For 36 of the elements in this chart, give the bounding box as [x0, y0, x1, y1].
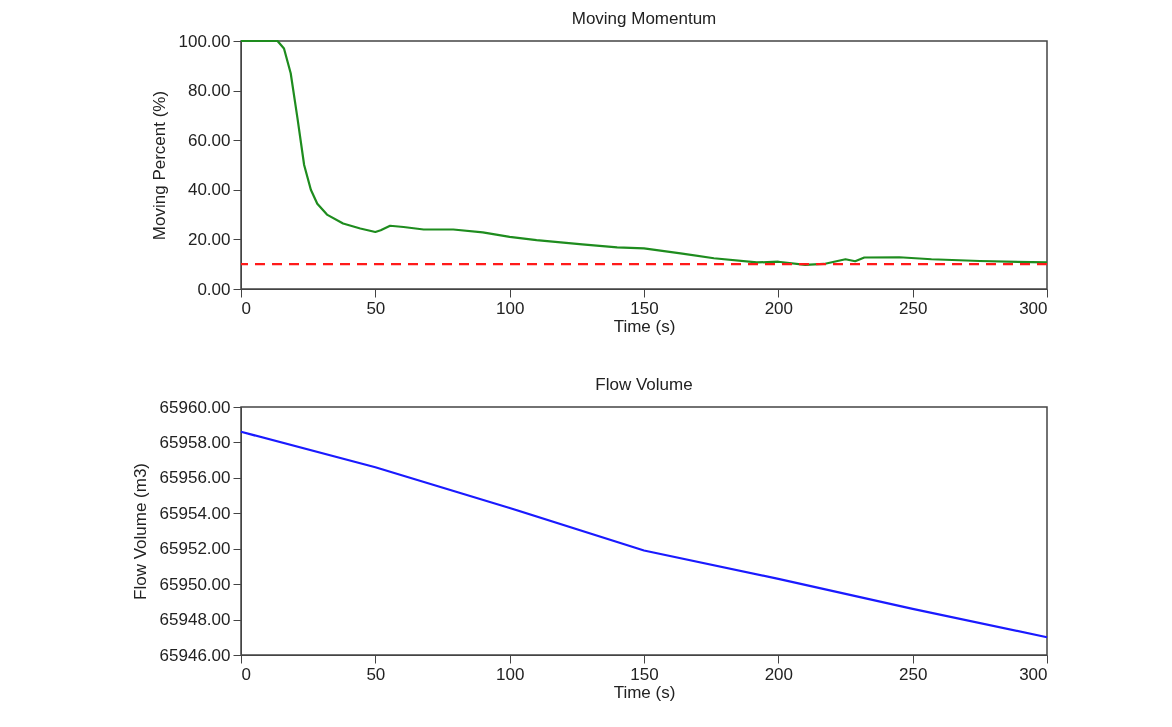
y-tick-label: 60.00	[187, 130, 231, 150]
y-tick-label: 65952.00	[159, 539, 231, 559]
y-tick-label: 65954.00	[159, 503, 231, 523]
x-tick-label: 300	[1019, 298, 1048, 318]
x-axis-title: Time (s)	[613, 316, 676, 336]
x-tick-label: 0	[241, 298, 251, 318]
x-tick-label: 200	[764, 298, 794, 318]
line-series	[239, 430, 1049, 639]
y-tick-label: 0.00	[197, 279, 231, 299]
x-tick-label: 100	[495, 664, 525, 684]
x-tick-label: 100	[495, 298, 525, 318]
x-tick-label: 50	[366, 664, 386, 684]
line-series	[239, 39, 1049, 267]
x-tick-label: 250	[898, 664, 928, 684]
y-tick-label: 65956.00	[159, 468, 231, 488]
y-tick-label: 65958.00	[159, 432, 231, 452]
x-tick-label: 200	[764, 664, 794, 684]
chart-title: Moving Momentum	[571, 9, 717, 28]
y-tick-label: 100.00	[178, 31, 231, 51]
x-tick-label: 150	[630, 298, 659, 318]
y-tick-label: 80.00	[187, 81, 231, 101]
x-tick-label: 300	[1019, 664, 1048, 684]
x-axis-title: Time (s)	[613, 682, 676, 702]
y-tick-label: 65948.00	[159, 610, 231, 630]
x-tick-label: 250	[898, 298, 928, 318]
y-tick-label: 65950.00	[159, 574, 231, 594]
y-tick-label: 65960.00	[159, 397, 231, 417]
y-tick-label: 20.00	[187, 229, 231, 249]
x-tick-label: 0	[241, 664, 251, 684]
y-axis-title: Flow Volume (m3)	[130, 463, 150, 600]
y-tick-label: 40.00	[187, 180, 231, 200]
y-axis-title: Moving Percent (%)	[149, 90, 169, 241]
chart-title: Flow Volume	[595, 375, 693, 394]
x-tick-label: 150	[630, 664, 659, 684]
x-tick-label: 50	[366, 298, 386, 318]
y-tick-label: 65946.00	[159, 645, 231, 665]
